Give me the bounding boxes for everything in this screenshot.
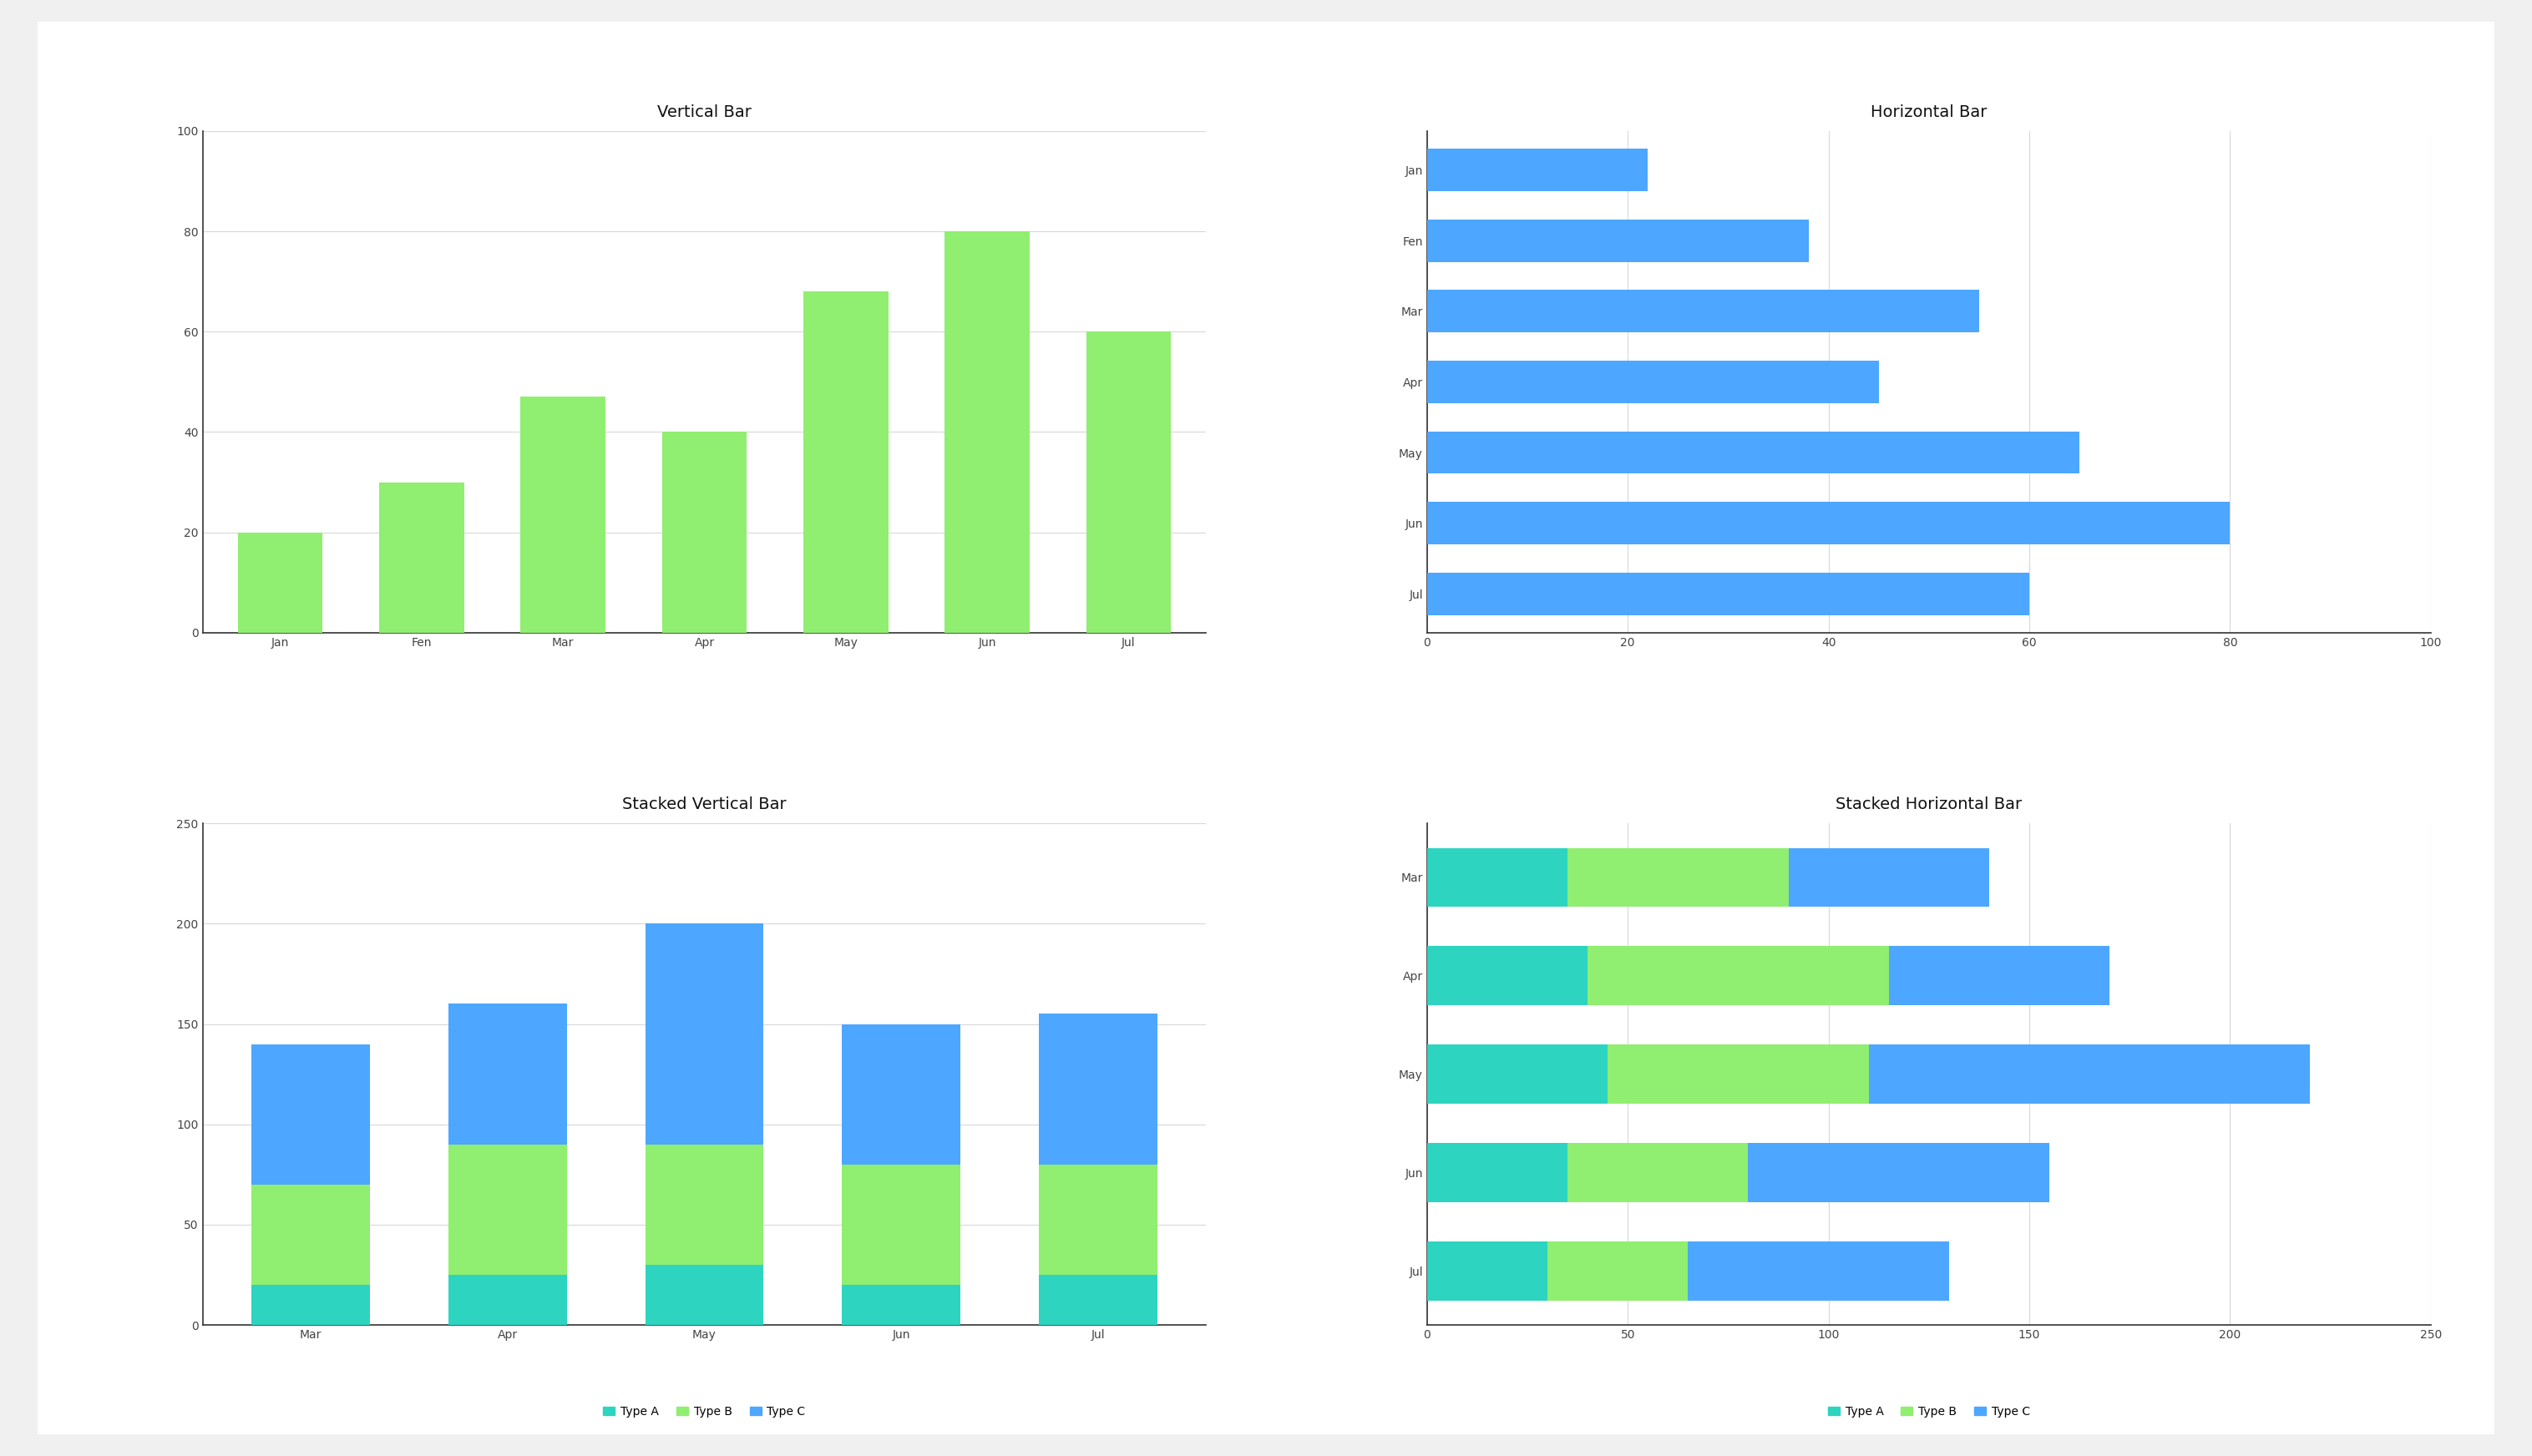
Title: Stacked Vertical Bar: Stacked Vertical Bar bbox=[623, 796, 787, 812]
Bar bbox=[1428, 1044, 1608, 1104]
Bar bbox=[803, 291, 889, 633]
Bar bbox=[1038, 1013, 1157, 1165]
Bar bbox=[1428, 847, 1567, 907]
Bar bbox=[661, 432, 747, 633]
Bar bbox=[1747, 1143, 2048, 1203]
Bar bbox=[1428, 502, 2231, 545]
Bar bbox=[1428, 361, 1879, 403]
Bar bbox=[944, 232, 1031, 633]
Bar bbox=[1428, 290, 1980, 332]
Legend: Type A, Type B, Type C: Type A, Type B, Type C bbox=[598, 1401, 810, 1423]
Bar bbox=[251, 1185, 370, 1284]
Bar bbox=[1869, 1044, 2309, 1104]
Bar bbox=[238, 533, 322, 633]
Bar bbox=[448, 1275, 567, 1325]
Bar bbox=[1038, 1165, 1157, 1275]
Bar bbox=[1608, 1044, 1869, 1104]
Bar bbox=[251, 1284, 370, 1325]
Bar bbox=[646, 1265, 765, 1325]
Bar bbox=[1428, 946, 1588, 1005]
Bar bbox=[448, 1003, 567, 1144]
Bar bbox=[1547, 1242, 1689, 1300]
Bar bbox=[843, 1284, 960, 1325]
Bar bbox=[1428, 149, 1648, 191]
Bar bbox=[1428, 1143, 1567, 1203]
Legend: Type A, Type B, Type C: Type A, Type B, Type C bbox=[1823, 1401, 2036, 1423]
Bar bbox=[1889, 946, 2109, 1005]
Bar bbox=[522, 397, 605, 633]
Title: Vertical Bar: Vertical Bar bbox=[658, 105, 752, 121]
Bar bbox=[843, 1165, 960, 1284]
Bar bbox=[1428, 1242, 1547, 1300]
Bar bbox=[380, 482, 463, 633]
Bar bbox=[646, 1144, 765, 1265]
Bar bbox=[448, 1144, 567, 1275]
Bar bbox=[1428, 572, 2028, 614]
Bar bbox=[843, 1024, 960, 1165]
Bar bbox=[1567, 1143, 1747, 1203]
Bar bbox=[1567, 847, 1788, 907]
Bar bbox=[1038, 1275, 1157, 1325]
Bar bbox=[1428, 220, 1808, 262]
Bar bbox=[1788, 847, 1990, 907]
Bar bbox=[1428, 431, 2079, 473]
Bar bbox=[646, 923, 765, 1144]
Bar bbox=[251, 1044, 370, 1185]
Bar bbox=[1689, 1242, 1950, 1300]
Title: Horizontal Bar: Horizontal Bar bbox=[1871, 105, 1988, 121]
Bar bbox=[1588, 946, 1889, 1005]
Bar bbox=[1086, 332, 1170, 633]
Title: Stacked Horizontal Bar: Stacked Horizontal Bar bbox=[1836, 796, 2023, 812]
